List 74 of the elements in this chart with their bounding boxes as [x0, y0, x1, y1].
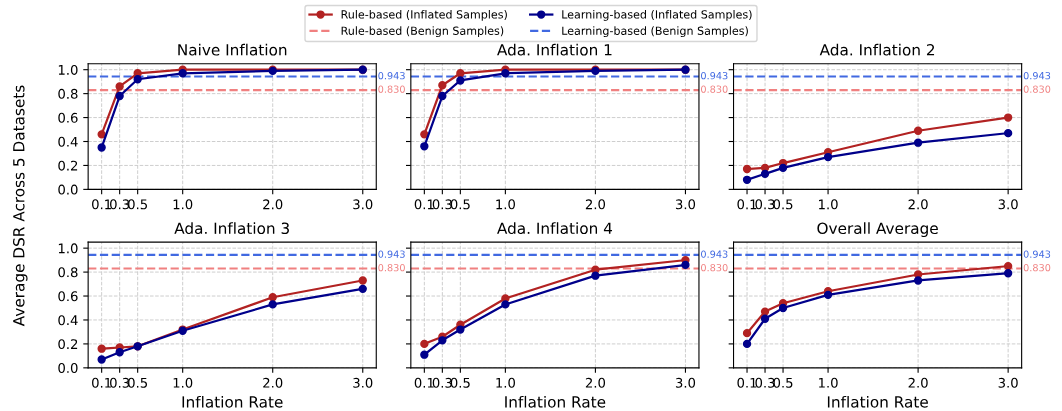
y-tick-label: 0.6: [58, 112, 78, 123]
x-tick-label: 0.3: [110, 377, 130, 388]
x-tick-label: 0.3: [755, 377, 775, 388]
x-tick-label: 1.0: [496, 199, 515, 210]
x-tick-label: 0.5: [450, 377, 470, 388]
chart-title: Overall Average: [817, 222, 938, 238]
y-tick-label: 0.2: [58, 339, 78, 350]
x-tick-label: 2.0: [263, 199, 283, 210]
x-tick-label: 3.0: [675, 199, 696, 210]
x-tick-label: 2.0: [908, 199, 928, 210]
y-tick-label: 0.8: [58, 267, 78, 278]
text: 0.943: [1023, 71, 1051, 80]
x-tick-label: 0.3: [432, 199, 452, 210]
x-tick-label: 2.0: [585, 377, 606, 388]
x-tick-label: 0.5: [773, 377, 793, 388]
x-tick-label: 1.0: [819, 377, 838, 388]
x-tick-label: 2.0: [263, 377, 283, 388]
y-tick-label: 0.8: [58, 88, 78, 99]
text: 0.830: [1023, 85, 1051, 93]
text: 0.943: [1023, 250, 1051, 258]
x-tick-label: 0.1: [737, 377, 757, 388]
x-tick-label: 3.0: [353, 377, 373, 388]
y-tick-label: 0.0: [58, 184, 78, 195]
x-tick-label: 0.3: [432, 377, 452, 388]
text: 0.943: [378, 250, 405, 258]
x-tick-label: 0.5: [450, 199, 470, 210]
legend-label: Learning-based (Benign Samples): [562, 26, 748, 38]
x-tick-label: 3.0: [675, 377, 696, 388]
y-axis-title: Average DSR Across 5 Datasets: [13, 85, 28, 327]
chart-title: Naive Inflation: [178, 43, 287, 56]
text: 0.943: [378, 71, 405, 80]
chart-title: Ada. Inflation 2: [819, 43, 935, 56]
x-tick-label: 1.0: [173, 199, 193, 210]
text: 0.830: [1023, 263, 1051, 272]
chart-title: Ada. Inflation 3: [174, 222, 289, 235]
x-tick-label: 0.5: [128, 377, 148, 388]
x-tick-label: 3.0: [998, 377, 1018, 388]
text: 0.830: [701, 85, 728, 93]
x-tick-label: 0.1: [414, 199, 434, 210]
x-tick-label: 0.5: [128, 199, 148, 210]
text: 0.830: [378, 263, 405, 272]
x-tick-label: 3.0: [998, 199, 1018, 210]
y-tick-label: 0.4: [58, 136, 78, 147]
chart-title: Ada. Inflation 1: [497, 43, 612, 56]
y-tick-label: 1.0: [58, 243, 78, 254]
chart-title: Ada. Inflation 4: [497, 222, 613, 235]
x-tick-label: 1.0: [496, 377, 515, 388]
x-tick-label: 0.1: [414, 377, 434, 388]
legend-label: Rule-based (Inflated Samples): [341, 10, 507, 21]
legend-label: Learning-based (Inflated Samples): [562, 10, 752, 21]
x-axis-title: Inflation Rate: [505, 395, 606, 408]
x-tick-label: 0.1: [737, 199, 757, 210]
text: 0.943: [701, 250, 728, 258]
text: 0.830: [378, 85, 405, 93]
x-tick-label: 2.0: [908, 377, 928, 388]
y-tick-label: 0.2: [58, 160, 78, 171]
x-axis-title: Inflation Rate: [827, 395, 928, 408]
x-tick-label: 1.0: [819, 199, 838, 210]
x-tick-label: 2.0: [585, 199, 606, 210]
legend-label: Rule-based (Benign Samples): [341, 26, 504, 38]
y-tick-label: 0.6: [58, 291, 78, 302]
x-axis-title: Inflation Rate: [182, 395, 283, 408]
y-tick-label: 0.0: [58, 363, 78, 374]
x-tick-label: 0.1: [92, 377, 111, 388]
y-tick-label: 1.0: [58, 64, 78, 75]
x-tick-label: 1.0: [173, 377, 193, 388]
x-tick-label: 0.1: [92, 199, 111, 210]
x-tick-label: 3.0: [353, 199, 373, 210]
y-tick-label: 0.4: [58, 315, 78, 326]
x-tick-label: 0.3: [110, 199, 130, 210]
text: 0.943: [701, 71, 728, 80]
text: 0.830: [701, 263, 728, 272]
x-tick-label: 0.3: [755, 199, 775, 210]
x-tick-label: 0.5: [773, 199, 793, 210]
